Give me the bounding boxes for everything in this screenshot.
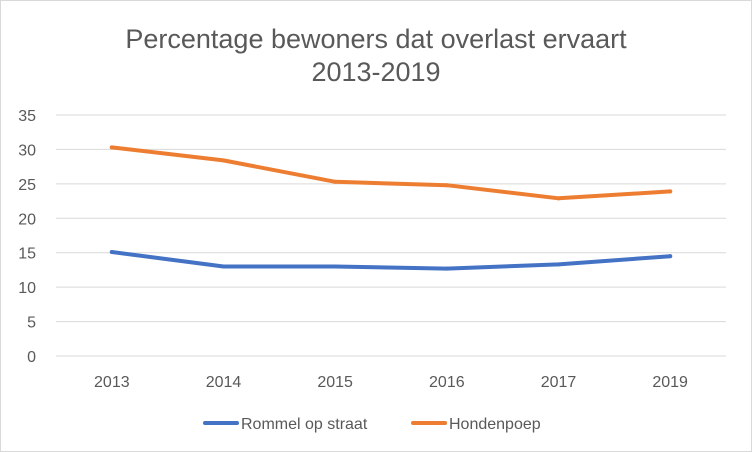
x-tick-label: 2013: [94, 374, 130, 391]
y-tick-label: 25: [18, 177, 36, 194]
legend: Rommel op straat Hondenpoep: [203, 416, 541, 433]
legend-label: Hondenpoep: [449, 416, 541, 433]
y-tick-label: 30: [18, 142, 36, 159]
y-tick-label: 5: [27, 315, 36, 332]
data-point: [668, 189, 673, 194]
series-lines: [109, 145, 673, 271]
y-tick-label: 20: [18, 211, 36, 228]
x-axis-ticks: 2013 2014 2015 2016 2017 2019: [94, 374, 688, 391]
x-tick-label: 2016: [429, 374, 465, 391]
y-tick-label: 15: [18, 246, 36, 263]
series-line-1: [109, 145, 673, 201]
y-tick-label: 0: [27, 349, 36, 366]
data-point: [444, 266, 449, 271]
chart-subtitle: 2013-2019: [311, 57, 440, 87]
y-tick-label: 10: [18, 280, 36, 297]
data-point: [556, 196, 561, 201]
x-tick-label: 2015: [317, 374, 353, 391]
x-tick-label: 2017: [541, 374, 577, 391]
data-point: [109, 250, 114, 255]
series-line-0: [109, 250, 673, 271]
data-point: [556, 262, 561, 267]
data-point: [221, 158, 226, 163]
data-point: [668, 254, 673, 259]
chart-title: Percentage bewoners dat overlast ervaart: [125, 24, 627, 54]
x-tick-label: 2019: [652, 374, 688, 391]
data-point: [444, 183, 449, 188]
data-point: [109, 145, 114, 150]
data-point: [221, 264, 226, 269]
y-tick-label: 35: [18, 108, 36, 125]
y-axis-ticks: 0 5 10 15 20 25 30 35: [18, 108, 36, 366]
x-tick-label: 2014: [206, 374, 242, 391]
data-point: [333, 264, 338, 269]
data-point: [333, 179, 338, 184]
legend-label: Rommel op straat: [241, 416, 368, 433]
